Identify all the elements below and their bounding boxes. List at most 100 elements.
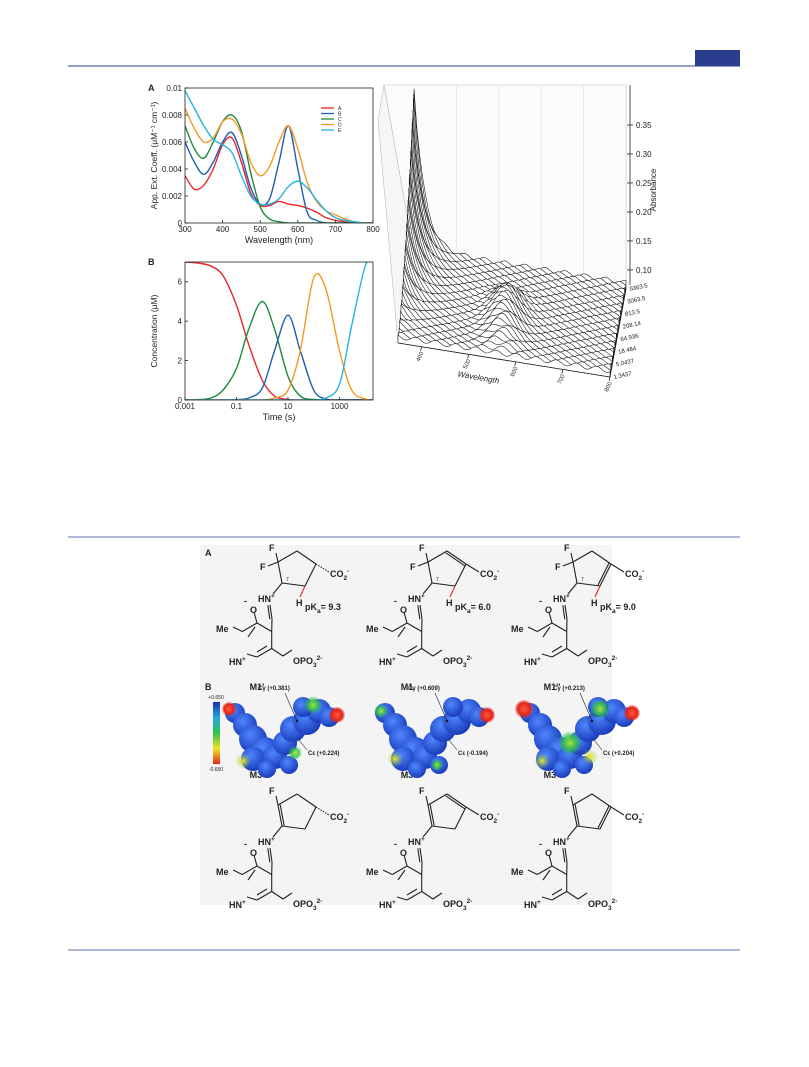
bond xyxy=(576,582,601,587)
bond xyxy=(419,604,423,620)
chem-part: O xyxy=(400,605,407,615)
chem-part: OPO xyxy=(443,656,463,666)
chem-part: 2 xyxy=(639,575,643,582)
bond xyxy=(537,622,553,632)
chem-label: Me xyxy=(366,867,379,877)
x-tick-label: 300 xyxy=(178,225,192,234)
surface-spot xyxy=(582,749,598,765)
bond xyxy=(406,888,418,896)
time-tick-label: 18.484 xyxy=(618,346,638,356)
time-tick-label: 813.5 xyxy=(625,309,642,318)
chem-label: CO2- xyxy=(480,811,499,825)
series-line xyxy=(185,262,373,400)
bond xyxy=(427,561,433,584)
colorbar-max: +0.650 xyxy=(208,695,224,701)
x-axis-label: Time (s) xyxy=(263,412,296,422)
chem-part: + xyxy=(392,899,396,906)
time-tick-label: 208.14 xyxy=(622,321,642,331)
bond xyxy=(256,891,272,901)
atom-number: 7 xyxy=(286,577,289,583)
chem-label: OPO32- xyxy=(443,898,472,912)
chem-label: O xyxy=(250,848,257,858)
chem-part: HN xyxy=(524,900,537,910)
chem-label: Me xyxy=(511,624,524,634)
chem-part: HN xyxy=(379,657,392,667)
leader xyxy=(448,739,458,751)
surface-spot xyxy=(431,759,443,771)
bond xyxy=(566,648,579,657)
chem-part: OPO xyxy=(588,899,608,909)
panel-label: A xyxy=(148,83,155,93)
bond xyxy=(446,793,467,808)
chem-part: - xyxy=(642,568,644,575)
y-tick-label: 0.002 xyxy=(162,192,183,201)
bond xyxy=(269,604,273,620)
chem-part: OPO xyxy=(293,656,313,666)
bond xyxy=(597,562,610,586)
bond xyxy=(449,585,456,598)
y-tick-label: 6 xyxy=(178,278,183,287)
chem-part: + xyxy=(566,593,570,600)
chem-part: M1' xyxy=(250,682,265,692)
chem-part: 2- xyxy=(317,898,323,905)
bond xyxy=(432,892,443,900)
chem-label: O xyxy=(545,605,552,615)
legend-label: E xyxy=(338,128,342,134)
x-tick-label: 800 xyxy=(366,225,380,234)
y-tick-label: 0 xyxy=(178,219,183,228)
chem-part: 2- xyxy=(612,898,618,905)
bond xyxy=(551,888,563,896)
bond xyxy=(296,550,317,565)
chem-label: HN+ xyxy=(408,593,425,604)
bond xyxy=(572,793,593,806)
y-tick-label: 0.01 xyxy=(166,84,182,93)
bond xyxy=(417,848,421,863)
chem-part: F xyxy=(564,543,570,553)
y-tick-label: 0.008 xyxy=(162,111,183,120)
chem-part: HN xyxy=(229,657,242,667)
plot-frame xyxy=(184,87,374,224)
bond xyxy=(445,795,466,810)
z-tick-label: 0.35 xyxy=(636,121,652,130)
chem-label: pKa= 9.3 xyxy=(305,602,341,615)
y-tick-label: 0 xyxy=(178,396,183,405)
bond xyxy=(594,585,601,598)
x-tick-label: 0.001 xyxy=(175,402,196,411)
chem-label: - xyxy=(244,596,247,606)
bond xyxy=(396,896,408,901)
chem-label: HN+ xyxy=(258,836,275,847)
chem-part: 3 xyxy=(608,905,612,912)
chem-part: M3'' xyxy=(544,770,561,780)
time-tick-label: 1.3437 xyxy=(613,371,633,381)
bond xyxy=(406,622,422,632)
chem-label: HN+ xyxy=(229,899,246,910)
bond xyxy=(246,653,258,658)
chem-part: = 9.3 xyxy=(321,602,341,612)
chem-part: M3' xyxy=(250,770,265,780)
bond xyxy=(299,585,306,598)
chem-label: - xyxy=(539,596,542,606)
chem-label: F xyxy=(260,562,266,572)
surface-spot xyxy=(558,731,582,755)
chem-label: OPO32- xyxy=(588,898,617,912)
chem-part: Me xyxy=(511,624,524,634)
bond xyxy=(382,869,393,875)
bond xyxy=(282,892,293,900)
chem-part: F xyxy=(260,562,266,572)
surface-spot xyxy=(479,707,495,723)
bond xyxy=(551,648,567,658)
bond xyxy=(232,626,243,632)
z-tick-label: 0.25 xyxy=(636,179,652,188)
y-tick-label: 4 xyxy=(178,317,183,326)
x-tick-label: 0.1 xyxy=(231,402,243,411)
bond xyxy=(577,649,588,657)
charge-label: Cε (-0.194) xyxy=(458,751,488,757)
surface xyxy=(443,697,463,717)
bond xyxy=(392,622,408,632)
chem-part: CO xyxy=(330,569,344,579)
chem-label: CO2- xyxy=(330,811,349,825)
chem-part: pK xyxy=(305,602,317,612)
charge-label: Cε (+0.224) xyxy=(308,751,339,757)
bond xyxy=(548,854,553,867)
